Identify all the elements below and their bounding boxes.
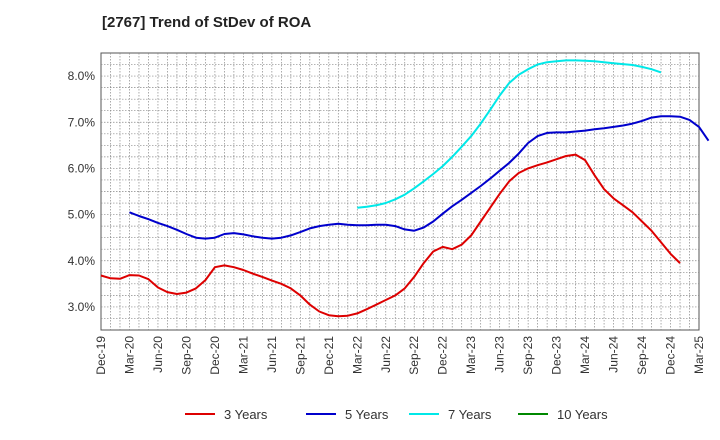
- x-tick-label: Jun-21: [265, 336, 279, 373]
- y-tick-label: 7.0%: [68, 115, 96, 129]
- series-lines: [100, 59, 710, 318]
- x-tick-label: Mar-23: [464, 336, 478, 374]
- y-tick-label: 3.0%: [68, 300, 96, 314]
- series-line: [100, 153, 681, 318]
- x-tick-label: Sep-23: [521, 336, 535, 375]
- x-tick-label: Sep-22: [407, 336, 421, 375]
- x-tick-label: Mar-20: [122, 336, 136, 374]
- series-line: [129, 115, 710, 240]
- x-tick-label: Mar-21: [236, 336, 250, 374]
- legend: 3 Years 5 Years 7 Years 10 Years: [185, 407, 608, 422]
- x-tick-label: Mar-25: [692, 336, 706, 374]
- legend-label: 7 Years: [448, 407, 492, 422]
- x-tick-label: Jun-22: [379, 336, 393, 373]
- x-tick-label: Dec-20: [208, 336, 222, 375]
- x-axis-tick-labels: Dec-19 Mar-20 Jun-20 Sep-20 Dec-20 Mar-21 Jun-…: [94, 336, 706, 375]
- x-tick-label: Mar-22: [350, 336, 364, 374]
- x-tick-label: Jun-20: [151, 336, 165, 373]
- legend-label: 5 Years: [345, 407, 389, 422]
- y-axis-tick-labels: 3.0% 4.0% 5.0% 6.0% 7.0% 8.0%: [68, 69, 96, 314]
- x-tick-label: Dec-19: [94, 336, 108, 375]
- x-tick-label: Dec-21: [322, 336, 336, 375]
- x-tick-label: Jun-24: [607, 336, 621, 373]
- x-tick-label: Jun-23: [493, 336, 507, 373]
- chart-title: [2767] Trend of StDev of ROA: [102, 14, 312, 31]
- x-tick-label: Sep-20: [179, 336, 193, 375]
- x-tick-label: Dec-24: [664, 336, 678, 375]
- series-line: [357, 59, 662, 209]
- y-tick-label: 6.0%: [68, 161, 96, 175]
- legend-label: 3 Years: [224, 407, 268, 422]
- y-tick-label: 4.0%: [68, 254, 96, 268]
- y-tick-label: 5.0%: [68, 208, 96, 222]
- y-tick-label: 8.0%: [68, 69, 96, 83]
- x-tick-label: Sep-24: [635, 336, 649, 375]
- legend-label: 10 Years: [557, 407, 608, 422]
- x-tick-label: Mar-24: [578, 336, 592, 374]
- x-tick-label: Dec-23: [550, 336, 564, 375]
- x-tick-label: Sep-21: [293, 336, 307, 375]
- x-tick-label: Dec-22: [436, 336, 450, 375]
